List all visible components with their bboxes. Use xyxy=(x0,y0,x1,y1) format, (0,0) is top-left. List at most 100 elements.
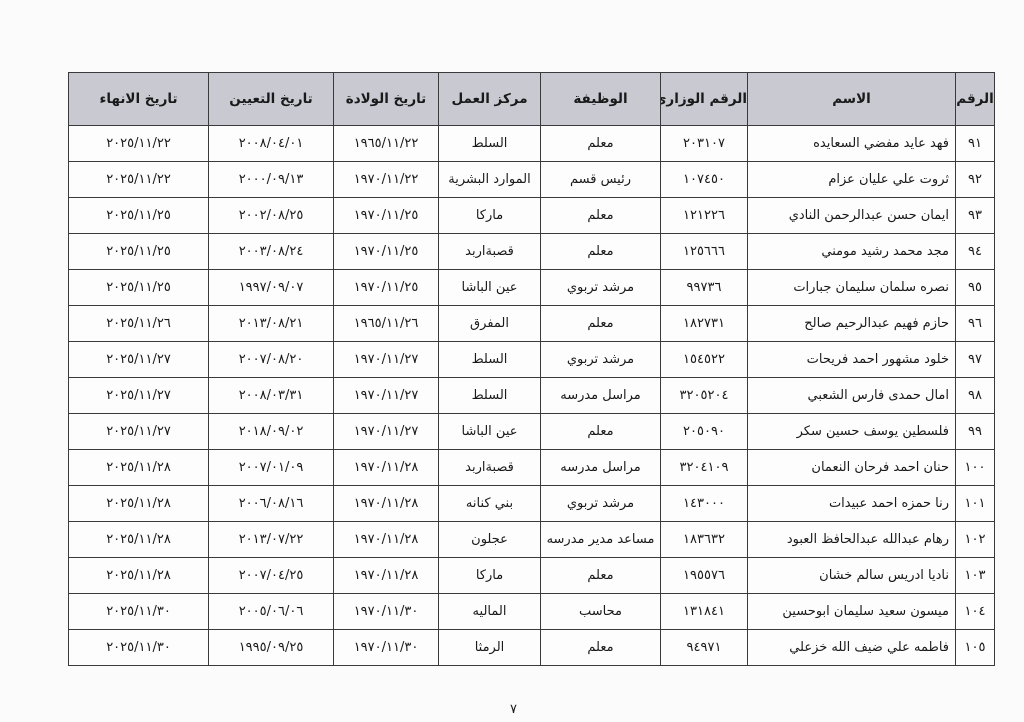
cell-end-date: ٢٠٢٥/١١/٢٧ xyxy=(68,341,209,378)
cell-job-title: معلم xyxy=(540,557,661,594)
cell-row-number: ٩٧ xyxy=(955,341,995,378)
cell-work-center: الماليه xyxy=(438,593,541,630)
cell-text: ٢٠٥٠٩٠ xyxy=(683,424,725,439)
cell-text: معلم xyxy=(587,424,614,439)
cell-ministry-number: ٢٠٥٠٩٠ xyxy=(660,413,748,450)
cell-birth-date: ١٩٧٠/١١/٢٨ xyxy=(333,557,439,594)
cell-name: ايمان حسن عبدالرحمن النادي xyxy=(747,197,956,234)
cell-work-center: عين الباشا xyxy=(438,269,541,306)
cell-text: قصبةاربد xyxy=(465,460,514,475)
cell-ministry-number: ٢٠٣١٠٧ xyxy=(660,125,748,162)
cell-text: عجلون xyxy=(471,532,508,547)
cell-name: فهد عايد مفضي السعايده xyxy=(747,125,956,162)
cell-text: ٢٠٢٥/١١/٢٥ xyxy=(106,280,171,295)
cell-text: ٢٠٢٥/١١/٢٦ xyxy=(106,316,171,331)
cell-job-title: رئيس قسم xyxy=(540,161,661,198)
cell-text: ٣٢٠٤١٠٩ xyxy=(679,460,729,475)
cell-name: رنا حمزه احمد عبيدات xyxy=(747,485,956,522)
cell-appointment-date: ٢٠١٨/٠٩/٠٢ xyxy=(208,413,334,450)
cell-appointment-date: ١٩٩٥/٠٩/٢٥ xyxy=(208,629,334,666)
cell-text: ٢٠٠٢/٠٨/٢٥ xyxy=(238,208,304,223)
cell-name: حنان احمد فرحان النعمان xyxy=(747,449,956,486)
cell-appointment-date: ٢٠٠٥/٠٦/٠٦ xyxy=(208,593,334,630)
cell-text: معلم xyxy=(587,136,614,151)
cell-text: ٢٠٢٥/١١/٢٥ xyxy=(106,244,171,259)
cell-text: ٢٠٢٥/١١/٣٠ xyxy=(106,604,171,619)
cell-text: ٢٠٢٥/١١/٢٨ xyxy=(106,568,171,583)
header-job-title: الوظيفة xyxy=(540,72,661,126)
cell-text: ٢٠٢٥/١١/٢٨ xyxy=(106,532,171,547)
cell-name: امال حمدى فارس الشعبي xyxy=(747,377,956,414)
cell-text: معلم xyxy=(587,568,614,583)
cell-text: ١٩٧٠/١١/٢٨ xyxy=(353,496,419,511)
cell-birth-date: ١٩٧٠/١١/٢٧ xyxy=(333,413,439,450)
cell-name: رهام عبدالله عبدالحافظ العبود xyxy=(747,521,956,558)
cell-text: مجد محمد رشيد مومني xyxy=(821,244,949,259)
cell-job-title: مرشد تربوي xyxy=(540,269,661,306)
cell-ministry-number: ٣٢٠٥٢٠٤ xyxy=(660,377,748,414)
cell-work-center: السلط xyxy=(438,341,541,378)
cell-end-date: ٢٠٢٥/١١/٢٥ xyxy=(68,197,209,234)
cell-text: خلود مشهور احمد فريحات xyxy=(806,352,949,367)
cell-end-date: ٢٠٢٥/١١/٢٨ xyxy=(68,521,209,558)
cell-text: ٢٠٠٦/٠٨/١٦ xyxy=(238,496,304,511)
cell-text: معلم xyxy=(587,316,614,331)
cell-text: السلط xyxy=(471,352,508,367)
cell-text: ١٩٧٠/١١/٢٧ xyxy=(353,424,419,439)
cell-ministry-number: ١٥٤٥٢٢ xyxy=(660,341,748,378)
cell-text: ٢٠١٣/٠٧/٢٢ xyxy=(238,532,304,547)
cell-text: ٢٠٠٨/٠٤/٠١ xyxy=(238,136,304,151)
cell-name: حازم فهيم عبدالرحيم صالح xyxy=(747,305,956,342)
cell-text: ٢٠٢٥/١١/٢٧ xyxy=(106,424,171,439)
cell-text: ٢٠٠٧/٠١/٠٩ xyxy=(238,460,304,475)
cell-text: فاطمه علي ضيف الله خزعلي xyxy=(789,640,949,655)
cell-text: ٢٠٣١٠٧ xyxy=(683,136,725,151)
cell-work-center: ماركا xyxy=(438,197,541,234)
cell-job-title: معلم xyxy=(540,305,661,342)
cell-job-title: معلم xyxy=(540,629,661,666)
cell-text: ٢٠٢٥/١١/٣٠ xyxy=(106,640,171,655)
cell-work-center: قصبةاربد xyxy=(438,233,541,270)
cell-text: عين الباشا xyxy=(461,424,518,439)
cell-ministry-number: ١٨٢٧٣١ xyxy=(660,305,748,342)
cell-work-center: ماركا xyxy=(438,557,541,594)
cell-end-date: ٢٠٢٥/١١/٢٨ xyxy=(68,449,209,486)
cell-text: ٢٠٢٥/١١/٢٧ xyxy=(106,352,171,367)
cell-text: ٩٩ xyxy=(968,424,982,439)
cell-job-title: مرشد تربوي xyxy=(540,341,661,378)
cell-row-number: ٩٨ xyxy=(955,377,995,414)
cell-ministry-number: ٩٩٧٣٦ xyxy=(660,269,748,306)
cell-text: ١٩٧٠/١١/٣٠ xyxy=(353,640,419,655)
cell-appointment-date: ١٩٩٧/٠٩/٠٧ xyxy=(208,269,334,306)
cell-birth-date: ١٩٧٠/١١/٢٨ xyxy=(333,485,439,522)
table-row: ١٠٠ حنان احمد فرحان النعمان ٣٢٠٤١٠٩ مراسل م… xyxy=(68,449,995,486)
cell-text: ٢٠٠٣/٠٨/٢٤ xyxy=(238,244,304,259)
cell-text: ١٩٩٥/٠٩/٢٥ xyxy=(238,640,304,655)
cell-name: فاطمه علي ضيف الله خزعلي xyxy=(747,629,956,666)
cell-ministry-number: ١٩٥٥٧٦ xyxy=(660,557,748,594)
cell-appointment-date: ٢٠٠٨/٠٤/٠١ xyxy=(208,125,334,162)
cell-text: السلط xyxy=(471,136,508,151)
cell-row-number: ٩١ xyxy=(955,125,995,162)
cell-text: ٢٠٠٠/٠٩/١٣ xyxy=(238,172,304,187)
cell-text: ٢٠٢٥/١١/٢٧ xyxy=(106,388,171,403)
cell-birth-date: ١٩٧٠/١١/٢٥ xyxy=(333,233,439,270)
cell-birth-date: ١٩٧٠/١١/٣٠ xyxy=(333,629,439,666)
cell-birth-date: ١٩٦٥/١١/٢٦ xyxy=(333,305,439,342)
cell-text: ٢٠٢٥/١١/٢٨ xyxy=(106,496,171,511)
cell-text: ١٠٢ xyxy=(964,532,986,547)
cell-ministry-number: ١٣١٨٤١ xyxy=(660,593,748,630)
page-number: ٧ xyxy=(510,702,517,717)
cell-text: ١٩٧٠/١١/٢٥ xyxy=(353,244,419,259)
cell-appointment-date: ٢٠٠٢/٠٨/٢٥ xyxy=(208,197,334,234)
cell-text: ١٩٧٠/١١/٢٢ xyxy=(353,172,419,187)
cell-text: ١٩٧٠/١١/٢٧ xyxy=(353,352,419,367)
cell-job-title: محاسب xyxy=(540,593,661,630)
cell-row-number: ١٠٢ xyxy=(955,521,995,558)
cell-end-date: ٢٠٢٥/١١/٢٨ xyxy=(68,485,209,522)
cell-work-center: المفرق xyxy=(438,305,541,342)
cell-text: ١٩٧٠/١١/٢٧ xyxy=(353,388,419,403)
table-row: ٩٤ مجد محمد رشيد مومني ١٢٥٦٦٦ معلم قصبةاربد ١… xyxy=(68,233,995,270)
header-ministry-number: الرقم الوزاري xyxy=(660,72,748,126)
cell-text: حنان احمد فرحان النعمان xyxy=(811,460,949,475)
